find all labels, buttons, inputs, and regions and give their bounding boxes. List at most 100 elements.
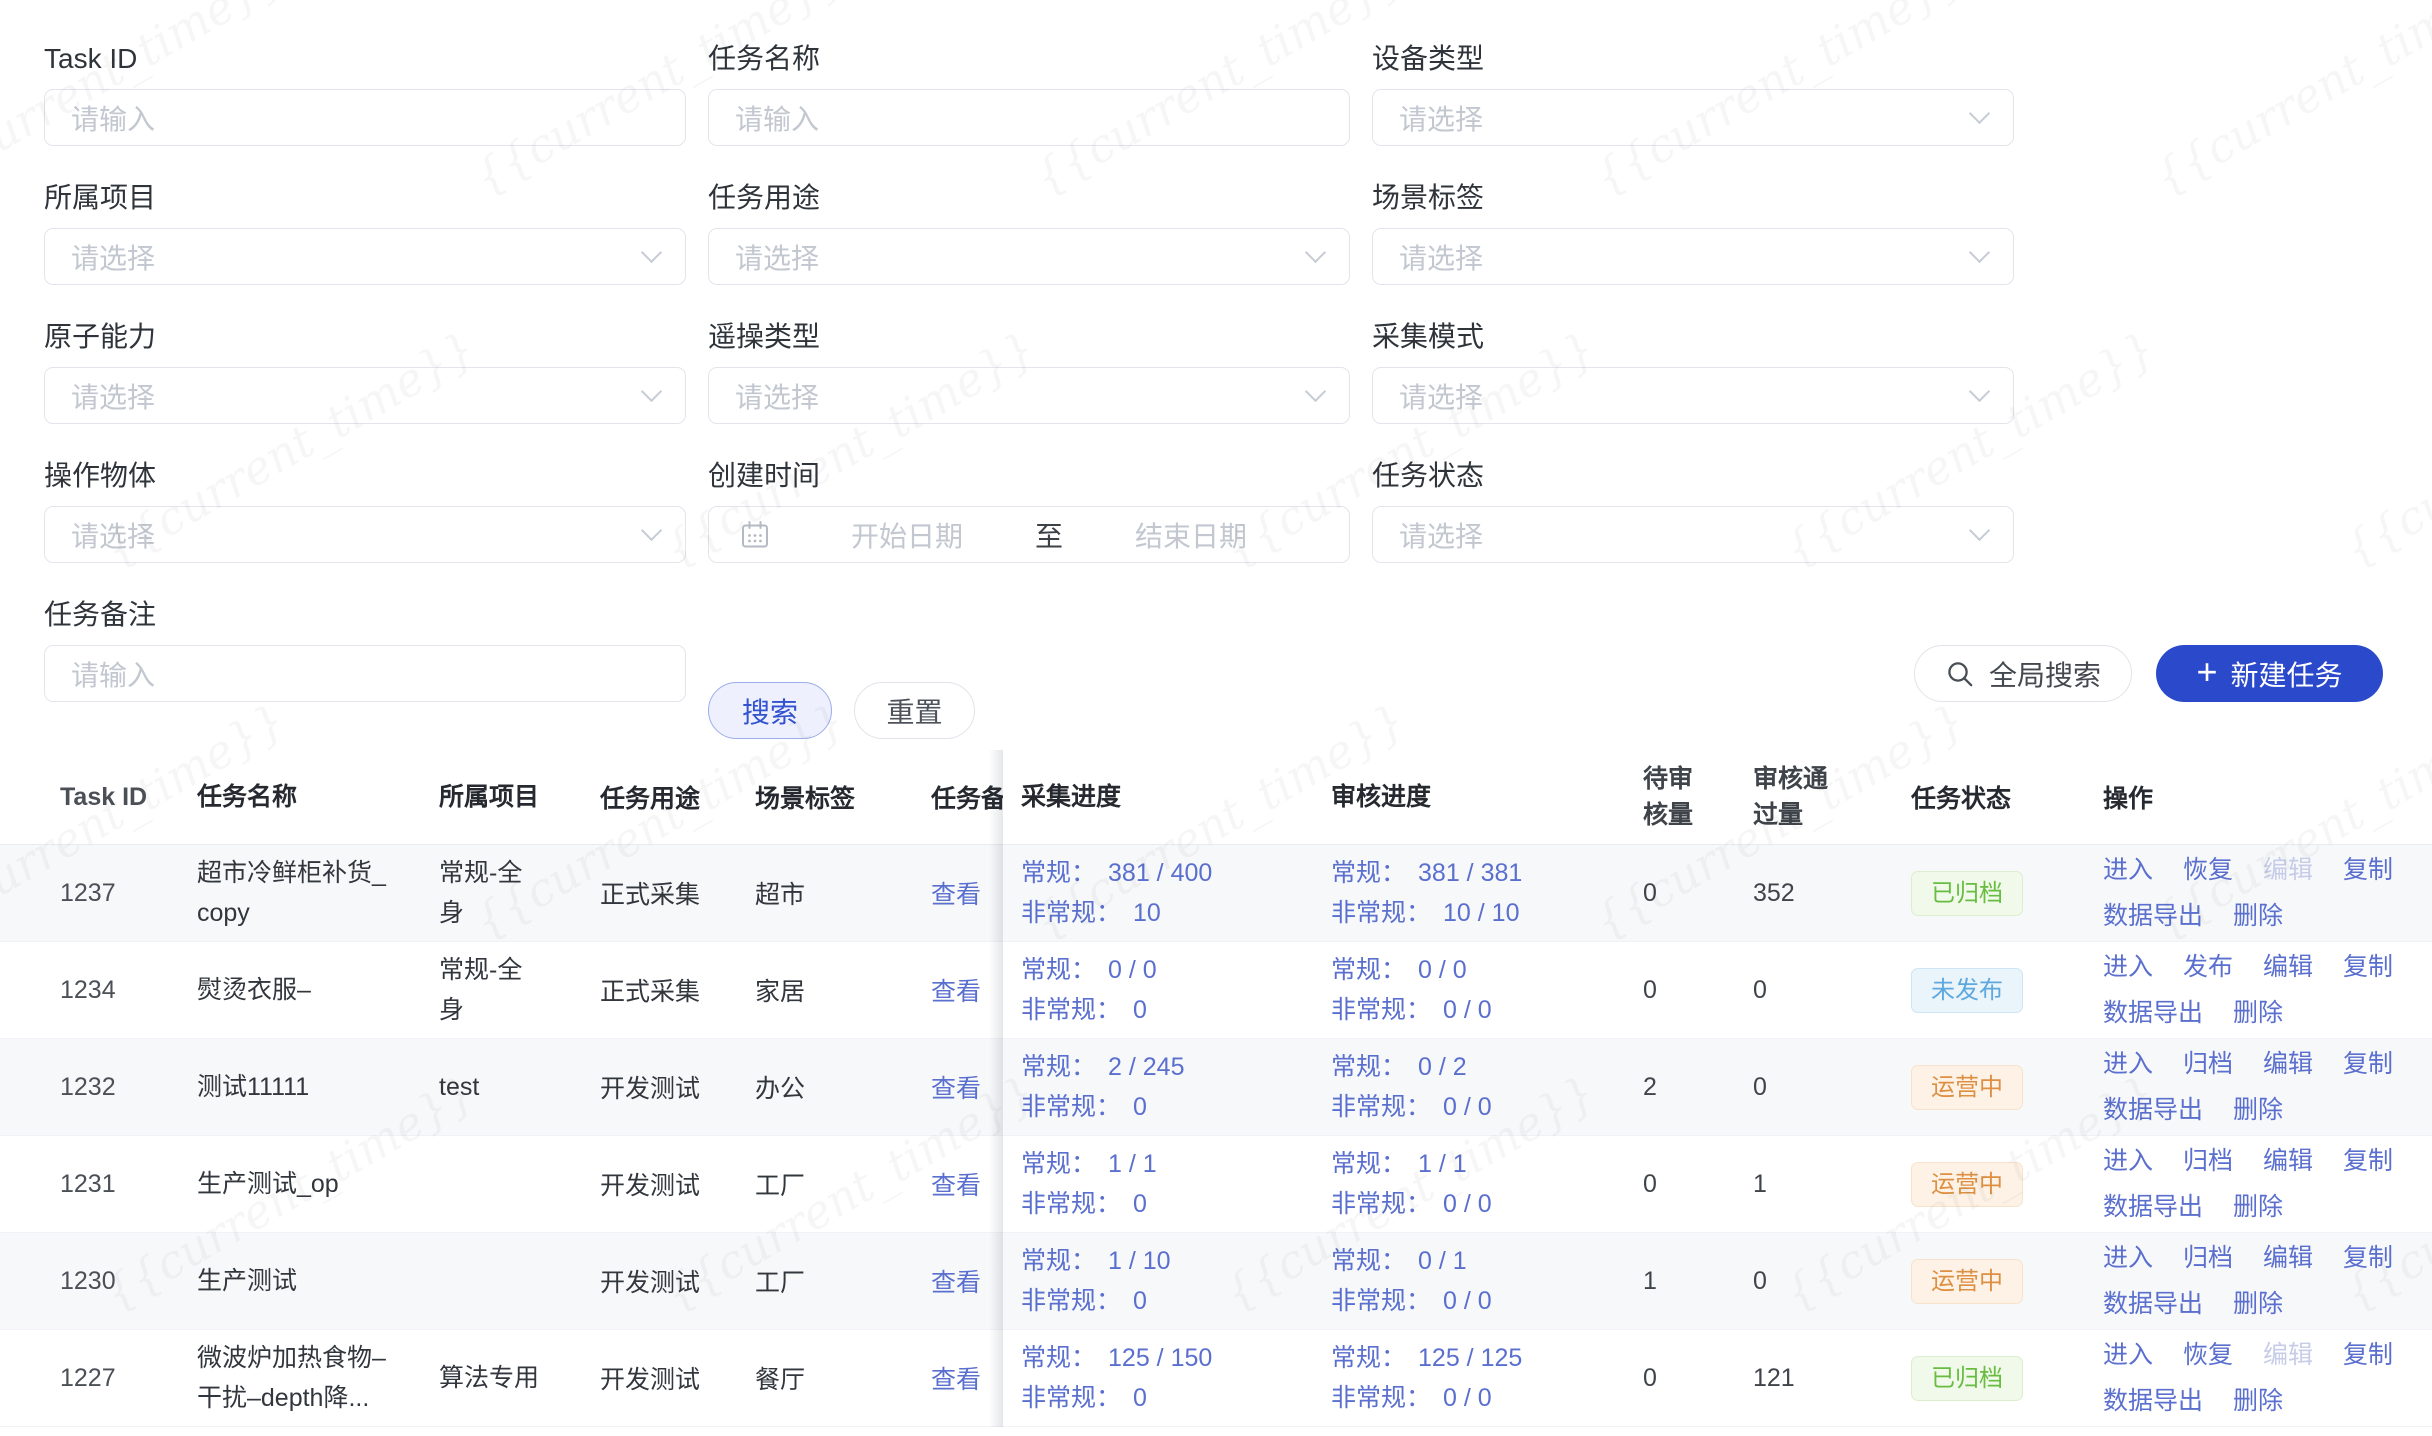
cell-purpose: 开发测试 (600, 1069, 755, 1105)
action-link[interactable]: 删除 (2233, 999, 2284, 1027)
action-link[interactable]: 删除 (2233, 1387, 2284, 1415)
action-link[interactable]: 删除 (2233, 1290, 2284, 1318)
reset-button[interactable]: 重置 (854, 682, 975, 739)
text-input[interactable]: 请输入 (44, 89, 686, 146)
cell-task-name: 超市冷鲜柜补货_copy (197, 853, 439, 933)
action-link[interactable]: 数据导出 (2103, 999, 2204, 1027)
cell-actions: 进入 发布 编辑 复制数据导出 删除 (2095, 950, 2432, 1030)
action-link[interactable]: 数据导出 (2103, 1193, 2204, 1221)
cell-remark: 查看 (931, 972, 1003, 1008)
action-link[interactable]: 进入 (2103, 1244, 2154, 1272)
action-link[interactable]: 编辑 (2263, 1244, 2314, 1272)
view-remark-link[interactable]: 查看 (931, 1366, 982, 1394)
pending-value: 1 (1643, 1266, 1657, 1295)
view-remark-link[interactable]: 查看 (931, 1172, 982, 1200)
select-input[interactable]: 请选择 (1372, 506, 2014, 563)
review-irregular-value: 0 / 0 (1443, 996, 1492, 1024)
review-regular-value: 0 / 0 (1418, 956, 1467, 984)
collect-regular-value: 1 / 1 (1108, 1150, 1157, 1178)
collect-regular-value: 0 / 0 (1108, 956, 1157, 984)
action-link[interactable]: 归档 (2183, 1050, 2234, 1078)
select-input[interactable]: 请选择 (1372, 367, 2014, 424)
action-link[interactable]: 归档 (2183, 1147, 2234, 1175)
select-input[interactable]: 请选择 (1372, 228, 2014, 285)
filter-label: 任务备注 (44, 599, 157, 630)
select-placeholder: 请选择 (1399, 103, 1484, 135)
collect-irregular-label: 非常规： (1021, 899, 1122, 927)
pending-value: 2 (1643, 1072, 1657, 1101)
action-link[interactable]: 复制 (2343, 953, 2394, 981)
scene-value: 家居 (755, 978, 806, 1006)
action-link[interactable]: 恢复 (2183, 856, 2234, 884)
filter-label: 任务名称 (708, 43, 821, 74)
action-link[interactable]: 删除 (2233, 1193, 2284, 1221)
col-review-progress: 审核进度 (1331, 783, 1432, 811)
view-remark-link[interactable]: 查看 (931, 1075, 982, 1103)
select-input[interactable]: 请选择 (44, 506, 686, 563)
action-link[interactable]: 复制 (2343, 1244, 2394, 1272)
new-task-button[interactable]: + 新建任务 (2156, 645, 2383, 702)
action-link[interactable]: 进入 (2103, 953, 2154, 981)
collect-regular-value: 1 / 10 (1108, 1247, 1171, 1275)
select-input[interactable]: 请选择 (708, 228, 1350, 285)
select-input[interactable]: 请选择 (708, 367, 1350, 424)
action-link[interactable]: 进入 (2103, 1147, 2154, 1175)
action-link[interactable]: 归档 (2183, 1244, 2234, 1272)
table-row: 1227 微波炉加热食物–干扰–depth降... 算法专用 开发测试 餐厅 查… (0, 1330, 2432, 1427)
cell-pending-count: 0 (1637, 879, 1745, 908)
cell-review-progress: 常规： 381 / 381 非常规： 10 / 10 (1327, 853, 1637, 933)
select-input[interactable]: 请选择 (1372, 89, 2014, 146)
table-row: 1231 生产测试_op 开发测试 工厂 查看 常规： 1 / 1 非常规： 0 常… (0, 1136, 2432, 1233)
cell-task-id: 1230 (0, 1267, 197, 1296)
filter-label: 操作物体 (44, 460, 157, 491)
cell-project: 常规-全身 (439, 950, 600, 1030)
daterange-input[interactable]: 开始日期 至 结束日期 (708, 506, 1350, 563)
view-remark-link[interactable]: 查看 (931, 978, 982, 1006)
action-link[interactable]: 删除 (2233, 902, 2284, 930)
action-link[interactable]: 复制 (2343, 1341, 2394, 1369)
view-remark-link[interactable]: 查看 (931, 1269, 982, 1297)
cell-remark: 查看 (931, 875, 1003, 911)
action-link[interactable]: 数据导出 (2103, 1387, 2204, 1415)
action-link[interactable]: 进入 (2103, 1341, 2154, 1369)
action-link[interactable]: 删除 (2233, 1096, 2284, 1124)
review-irregular-value: 0 / 0 (1443, 1093, 1492, 1121)
cell-status: 已归档 (1905, 870, 2095, 916)
cell-collect-progress: 常规： 381 / 400 非常规： 10 (1003, 853, 1327, 933)
text-input[interactable]: 请输入 (44, 645, 686, 702)
action-link: 编辑 (2263, 1341, 2314, 1369)
global-search-button[interactable]: 全局搜索 (1914, 645, 2132, 702)
action-link[interactable]: 编辑 (2263, 1147, 2314, 1175)
review-regular-label: 常规： (1331, 1150, 1407, 1178)
view-remark-link[interactable]: 查看 (931, 881, 982, 909)
action-link[interactable]: 发布 (2183, 953, 2234, 981)
status-badge: 已归档 (1911, 870, 2023, 916)
col-status: 任务状态 (1911, 785, 2012, 813)
cell-collect-progress: 常规： 1 / 1 非常规： 0 (1003, 1144, 1327, 1224)
chevron-down-icon (640, 519, 663, 541)
select-input[interactable]: 请选择 (44, 367, 686, 424)
action-link[interactable]: 进入 (2103, 1050, 2154, 1078)
cell-status: 运营中 (1905, 1161, 2095, 1207)
cell-purpose: 正式采集 (600, 875, 755, 911)
action-link[interactable]: 进入 (2103, 856, 2154, 884)
filter-field: Task ID 请输入 (44, 44, 686, 146)
action-link[interactable]: 编辑 (2263, 1050, 2314, 1078)
approved-value: 1 (1753, 1169, 1767, 1198)
review-irregular-value: 10 / 10 (1443, 899, 1520, 927)
action-link[interactable]: 数据导出 (2103, 1096, 2204, 1124)
text-input[interactable]: 请输入 (708, 89, 1350, 146)
cell-task-id: 1227 (0, 1364, 197, 1393)
action-link[interactable]: 数据导出 (2103, 1290, 2204, 1318)
action-link[interactable]: 复制 (2343, 1147, 2394, 1175)
action-link[interactable]: 复制 (2343, 856, 2394, 884)
filter-field: 任务状态 请选择 (1372, 461, 2014, 563)
search-button[interactable]: 搜索 (708, 682, 832, 739)
action-link[interactable]: 复制 (2343, 1050, 2394, 1078)
action-link[interactable]: 编辑 (2263, 953, 2314, 981)
action-link[interactable]: 恢复 (2183, 1341, 2234, 1369)
review-irregular-value: 0 / 0 (1443, 1384, 1492, 1412)
action-link[interactable]: 数据导出 (2103, 902, 2204, 930)
cell-collect-progress: 常规： 2 / 245 非常规： 0 (1003, 1047, 1327, 1127)
select-input[interactable]: 请选择 (44, 228, 686, 285)
